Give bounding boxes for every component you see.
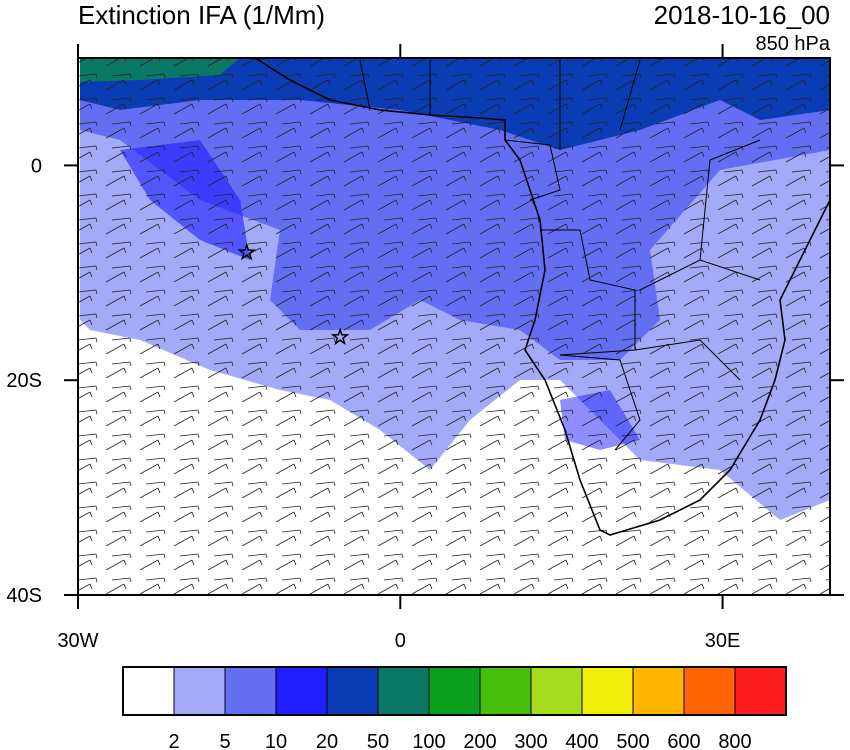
y-tick-label: 20S bbox=[6, 370, 42, 392]
map-frame bbox=[77, 57, 831, 596]
x-tick-label: 0 bbox=[395, 630, 406, 652]
colorbar-label: 200 bbox=[463, 731, 496, 750]
colorbar-box bbox=[683, 666, 736, 716]
colorbar-box bbox=[530, 666, 583, 716]
colorbar-box bbox=[377, 666, 430, 716]
site-marker bbox=[237, 242, 257, 261]
colorbar-label: 400 bbox=[565, 731, 598, 750]
colorbar-label: 100 bbox=[412, 731, 445, 750]
map-title: Extinction IFA (1/Mm) bbox=[78, 0, 325, 30]
colorbar-box bbox=[122, 666, 175, 716]
colorbar-label: 300 bbox=[514, 731, 547, 750]
y-tick-label: 0 bbox=[31, 155, 42, 177]
colorbar-box bbox=[581, 666, 634, 716]
site-marker bbox=[330, 327, 350, 346]
wind-barbs bbox=[78, 58, 830, 595]
y-tick-label: 40S bbox=[6, 585, 42, 607]
colorbar-label: 600 bbox=[667, 731, 700, 750]
colorbar-label: 10 bbox=[265, 731, 287, 750]
level-label: 850 hPa bbox=[755, 33, 830, 55]
colorbar-box bbox=[632, 666, 685, 716]
colorbar-box bbox=[326, 666, 379, 716]
coastline bbox=[254, 58, 830, 536]
x-tick-label: 30W bbox=[57, 630, 98, 652]
colorbar-label: 20 bbox=[316, 731, 338, 750]
colorbar-label: 800 bbox=[718, 731, 751, 750]
x-tick-label: 30E bbox=[705, 630, 741, 652]
colorbar-box bbox=[479, 666, 532, 716]
colorbar-frame bbox=[122, 666, 787, 716]
colorbar-label: 2 bbox=[168, 731, 179, 750]
date-label: 2018-10-16_00 bbox=[654, 0, 830, 30]
colorbar-label: 500 bbox=[616, 731, 649, 750]
colorbar-box bbox=[173, 666, 226, 716]
colorbar-box bbox=[734, 666, 787, 716]
colorbar-label: 5 bbox=[219, 731, 230, 750]
colorbar-box bbox=[275, 666, 328, 716]
borders bbox=[359, 59, 761, 451]
colorbar-label: 50 bbox=[367, 731, 389, 750]
colorbar-box bbox=[428, 666, 481, 716]
map-field bbox=[78, 58, 830, 595]
colorbar-box bbox=[224, 666, 277, 716]
